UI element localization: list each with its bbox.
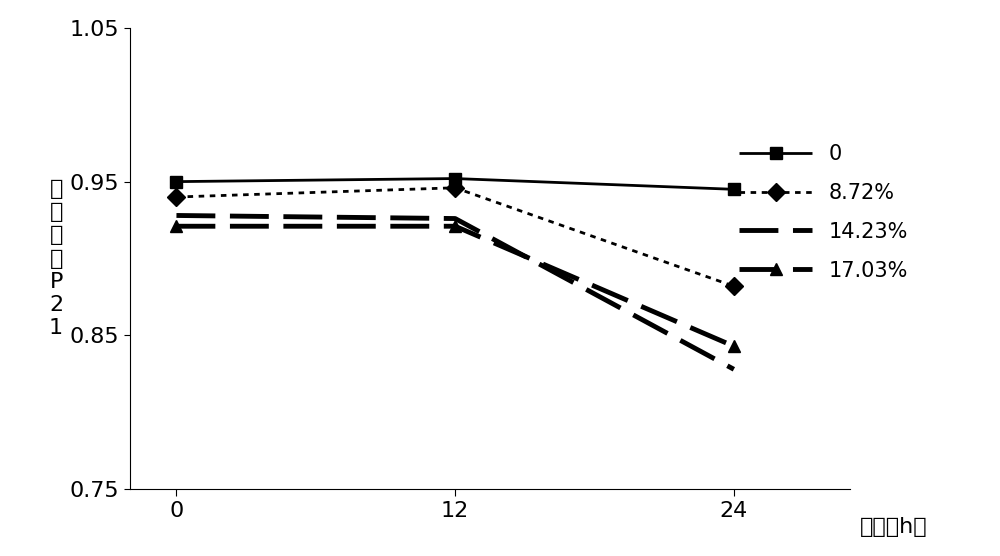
Y-axis label: 峰
面
积
比
P
2
1: 峰 面 积 比 P 2 1 bbox=[49, 179, 63, 338]
Line: 14.23%: 14.23% bbox=[176, 216, 734, 369]
0 bbox=[170, 178, 182, 185]
Legend: 0, 8.72%, 14.23%, 17.03%: 0, 8.72%, 14.23%, 17.03% bbox=[731, 136, 916, 289]
8.72% bbox=[728, 283, 740, 290]
0 bbox=[728, 186, 740, 193]
8.72% bbox=[449, 185, 461, 191]
Line: 0: 0 bbox=[170, 172, 740, 196]
14.23% bbox=[449, 215, 461, 222]
14.23% bbox=[728, 366, 740, 373]
X-axis label: 时间（h）: 时间（h） bbox=[859, 517, 927, 537]
8.72% bbox=[170, 193, 182, 200]
17.03% bbox=[728, 343, 740, 350]
17.03% bbox=[170, 223, 182, 230]
17.03% bbox=[449, 223, 461, 230]
Line: 8.72%: 8.72% bbox=[170, 181, 740, 292]
0 bbox=[449, 175, 461, 182]
14.23% bbox=[170, 212, 182, 219]
Line: 17.03%: 17.03% bbox=[170, 220, 740, 353]
